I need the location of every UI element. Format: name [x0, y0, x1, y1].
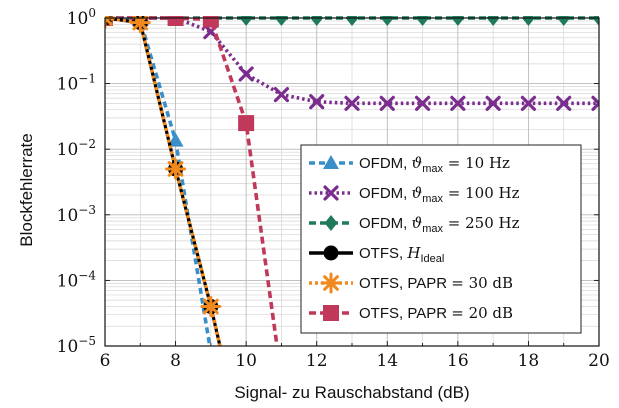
x-tick-label: 10 — [235, 351, 257, 371]
y-tick-label: 10−3 — [57, 203, 96, 226]
y-tick-label: 10−4 — [57, 268, 97, 291]
series-marker — [165, 158, 187, 180]
x-axis-label: Signal- zu Rauschabstand (dB) — [234, 383, 469, 402]
y-tick-label: 10−5 — [57, 334, 96, 357]
y-axis-label: Blockfehlerrate — [17, 133, 36, 246]
x-tick-label: 16 — [447, 351, 469, 371]
legend-item: OTFS, HIdeal — [309, 244, 444, 265]
y-tick-label: 10−1 — [57, 72, 96, 95]
series-marker — [379, 95, 395, 111]
legend-label: OFDM, ϑmax = 10 Hz — [359, 154, 510, 175]
legend-item: OTFS, PAPR = 30 dB — [309, 272, 513, 294]
series-marker — [309, 94, 325, 110]
series-marker — [450, 95, 466, 111]
series-marker — [238, 115, 255, 132]
x-tick-label: 6 — [100, 351, 111, 371]
series-4 — [105, 16, 222, 346]
series-marker — [344, 95, 360, 111]
legend-item: OFDM, ϑmax = 10 Hz — [309, 154, 510, 175]
legend-marker — [320, 272, 342, 294]
legend-marker — [323, 305, 339, 321]
legend-marker — [324, 215, 338, 231]
series-marker — [273, 86, 290, 103]
x-tick-label: 14 — [376, 351, 398, 371]
series-marker — [200, 296, 222, 318]
x-tick-label: 18 — [518, 351, 540, 371]
series-marker — [129, 16, 151, 34]
series-marker — [556, 95, 572, 111]
series-line — [105, 16, 279, 346]
series-marker — [485, 95, 501, 111]
legend-label: OTFS, HIdeal — [359, 244, 444, 265]
series-marker — [167, 16, 184, 26]
legend: OFDM, ϑmax = 10 Hz OFDM, ϑmax = 100 Hz OFD… — [300, 144, 582, 334]
series-marker — [202, 16, 219, 28]
legend-item: OFDM, ϑmax = 100 Hz — [309, 184, 520, 205]
legend-item: OFDM, ϑmax = 250 Hz — [309, 214, 520, 235]
y-tick-label: 100 — [67, 6, 96, 29]
series-5 — [105, 16, 279, 346]
legend-label: OFDM, ϑmax = 250 Hz — [359, 214, 520, 235]
y-tick-label: 10−2 — [57, 137, 96, 160]
series-marker — [414, 95, 431, 111]
x-tick-label: 8 — [170, 351, 181, 371]
series-marker — [238, 66, 254, 82]
series-marker — [167, 132, 184, 147]
series-line — [105, 16, 212, 346]
legend-item: OTFS, PAPR = 20 dB — [309, 304, 513, 322]
x-tick-label: 12 — [306, 351, 328, 371]
series-0 — [105, 16, 212, 346]
legend-label: OTFS, PAPR = 20 dB — [359, 304, 513, 322]
legend-label: OFDM, ϑmax = 100 Hz — [359, 184, 520, 205]
legend-marker — [323, 185, 339, 201]
legend-label: OTFS, PAPR = 30 dB — [359, 274, 513, 292]
legend-marker — [323, 155, 339, 169]
series-marker — [591, 95, 599, 111]
series-marker — [520, 95, 537, 111]
plot-frame — [104, 17, 600, 347]
legend-box — [300, 144, 582, 334]
legend-marker — [323, 245, 339, 261]
x-tick-label: 20 — [588, 351, 610, 371]
